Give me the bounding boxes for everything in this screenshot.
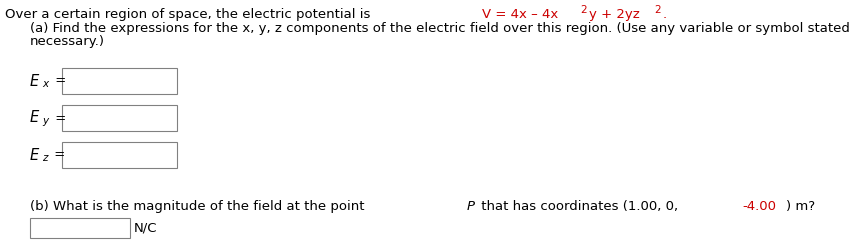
Text: 2: 2 <box>653 5 660 15</box>
Text: =: = <box>51 74 66 88</box>
Bar <box>62 68 177 94</box>
Text: that has coordinates (1.00, 0,: that has coordinates (1.00, 0, <box>477 200 682 213</box>
Text: (a) Find the expressions for the x, y, z components of the electric field over t: (a) Find the expressions for the x, y, z… <box>30 22 853 35</box>
Text: E: E <box>30 110 39 126</box>
Text: =: = <box>50 148 65 162</box>
Bar <box>62 142 177 168</box>
Text: -4.00: -4.00 <box>741 200 775 213</box>
Bar <box>62 105 177 131</box>
Text: N/C: N/C <box>134 222 157 234</box>
Text: =: = <box>51 112 66 124</box>
Text: V = 4x – 4x: V = 4x – 4x <box>481 8 558 21</box>
Text: E: E <box>30 74 39 88</box>
Text: ) m?: ) m? <box>786 200 815 213</box>
Text: x: x <box>42 79 48 89</box>
Text: E: E <box>30 148 39 162</box>
Text: y: y <box>42 116 48 126</box>
Text: 2: 2 <box>580 5 586 15</box>
Text: Over a certain region of space, the electric potential is: Over a certain region of space, the elec… <box>5 8 374 21</box>
Text: P: P <box>467 200 474 213</box>
Bar <box>30 218 130 238</box>
Text: y + 2yz: y + 2yz <box>589 8 639 21</box>
Text: z: z <box>42 153 48 163</box>
Text: necessary.): necessary.) <box>30 35 105 48</box>
Text: (b) What is the magnitude of the field at the point: (b) What is the magnitude of the field a… <box>30 200 368 213</box>
Text: .: . <box>662 8 666 21</box>
